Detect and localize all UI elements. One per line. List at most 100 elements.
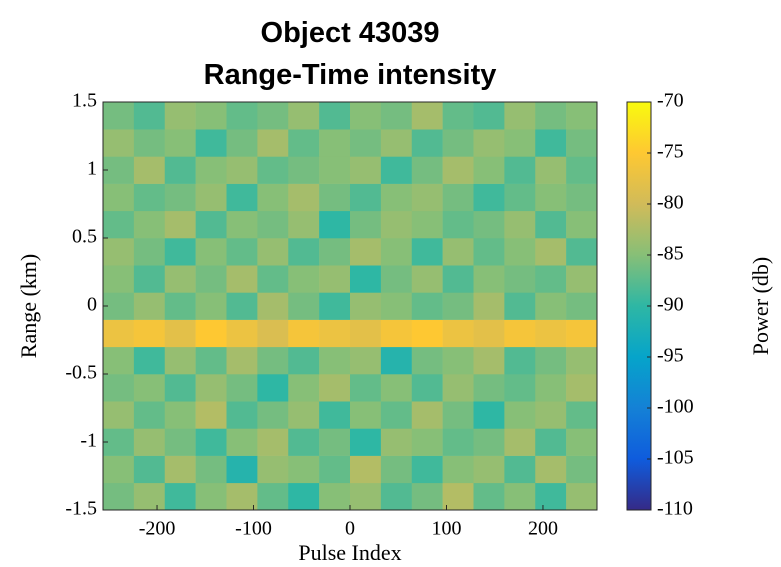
heatmap-cell bbox=[133, 455, 166, 484]
heatmap-cell bbox=[133, 129, 166, 157]
heatmap-cell bbox=[535, 156, 567, 184]
heatmap-cell bbox=[504, 401, 536, 429]
heatmap-cell bbox=[164, 183, 196, 212]
heatmap-cell bbox=[566, 374, 598, 402]
heatmap-cell bbox=[350, 428, 382, 456]
heatmap-cell bbox=[473, 156, 505, 184]
heatmap-cell bbox=[411, 238, 443, 266]
heatmap-cell bbox=[319, 482, 351, 511]
heatmap-cell bbox=[288, 292, 320, 320]
heatmap-cell bbox=[133, 156, 166, 184]
heatmap-cell bbox=[411, 210, 443, 239]
heatmap-cell bbox=[504, 319, 536, 348]
heatmap-cell bbox=[288, 156, 320, 184]
chart-title: Range-Time intensity bbox=[204, 59, 497, 91]
heatmap-cell bbox=[473, 374, 505, 402]
heatmap-cell bbox=[566, 401, 598, 429]
heatmap-cell bbox=[411, 401, 443, 429]
heatmap-cell bbox=[195, 102, 227, 130]
heatmap-cell bbox=[103, 210, 135, 239]
heatmap-cell bbox=[288, 265, 320, 293]
heatmap-cell bbox=[380, 482, 413, 511]
heatmap-cell bbox=[164, 455, 196, 484]
heatmap-cell bbox=[411, 156, 443, 184]
heatmap-cell bbox=[164, 374, 196, 402]
heatmap-cell bbox=[133, 401, 166, 429]
heatmap-cell bbox=[257, 183, 289, 212]
heatmap-cell bbox=[535, 183, 567, 212]
heatmap-cell bbox=[288, 319, 320, 348]
heatmap-cell bbox=[442, 401, 474, 429]
heatmap-cell bbox=[226, 455, 258, 484]
heatmap-cell bbox=[257, 482, 289, 511]
heatmap-cell bbox=[566, 428, 598, 456]
heatmap-cell bbox=[504, 156, 536, 184]
heatmap-cell bbox=[288, 455, 320, 484]
heatmap-cell bbox=[133, 102, 166, 130]
heatmap-cell bbox=[319, 129, 351, 157]
heatmap-cell bbox=[195, 129, 227, 157]
heatmap-cell bbox=[473, 102, 505, 130]
heatmap-cell bbox=[442, 292, 474, 320]
heatmap-cell bbox=[566, 482, 598, 511]
heatmap-cell bbox=[103, 346, 135, 375]
heatmap-cell bbox=[473, 292, 505, 320]
heatmap-cell bbox=[319, 319, 351, 348]
heatmap-cell bbox=[504, 455, 536, 484]
heatmap-cell bbox=[566, 156, 598, 184]
heatmap-cell bbox=[473, 428, 505, 456]
heatmap-cell bbox=[442, 482, 474, 511]
heatmap-cell bbox=[380, 455, 413, 484]
heatmap-cell bbox=[164, 129, 196, 157]
heatmap-cell bbox=[535, 210, 567, 239]
colorbar-tick-label: -110 bbox=[657, 498, 693, 520]
heatmap-cell bbox=[164, 401, 196, 429]
heatmap-cell bbox=[350, 156, 382, 184]
heatmap-cell bbox=[473, 482, 505, 511]
heatmap-cell bbox=[350, 374, 382, 402]
heatmap-cell bbox=[504, 183, 536, 212]
heatmap-cell bbox=[319, 428, 351, 456]
heatmap-cell bbox=[226, 428, 258, 456]
heatmap-cell bbox=[535, 482, 567, 511]
heatmap-cell bbox=[133, 265, 166, 293]
heatmap-cell bbox=[473, 210, 505, 239]
heatmap-cell bbox=[288, 210, 320, 239]
heatmap-cell bbox=[133, 210, 166, 239]
heatmap-cell bbox=[473, 238, 505, 266]
heatmap-cell bbox=[226, 401, 258, 429]
heatmap-cell bbox=[380, 374, 413, 402]
heatmap-cell bbox=[411, 346, 443, 375]
heatmap-cell bbox=[442, 102, 474, 130]
heatmap-cell bbox=[535, 102, 567, 130]
heatmap-cell bbox=[133, 319, 166, 348]
heatmap-cell bbox=[350, 265, 382, 293]
colorbar-tick-label: -85 bbox=[657, 243, 684, 265]
heatmap-cell bbox=[226, 102, 258, 130]
heatmap-cell bbox=[473, 455, 505, 484]
heatmap-cell bbox=[473, 129, 505, 157]
heatmap-cell bbox=[164, 428, 196, 456]
heatmap-cell bbox=[195, 455, 227, 484]
heatmap-cell bbox=[164, 265, 196, 293]
heatmap-cell bbox=[350, 482, 382, 511]
heatmap-cell bbox=[350, 238, 382, 266]
heatmap-cell bbox=[164, 319, 196, 348]
x-tick-label: 0 bbox=[345, 518, 355, 540]
heatmap-cell bbox=[504, 482, 536, 511]
heatmap-cell bbox=[442, 346, 474, 375]
heatmap-cell bbox=[226, 374, 258, 402]
heatmap-cell bbox=[288, 183, 320, 212]
heatmap-cell bbox=[195, 210, 227, 239]
heatmap-cell bbox=[566, 319, 598, 348]
heatmap-cell bbox=[504, 238, 536, 266]
heatmap-cell bbox=[380, 183, 413, 212]
heatmap-cell bbox=[257, 238, 289, 266]
heatmap-cell bbox=[535, 319, 567, 348]
heatmap-cell bbox=[103, 102, 135, 130]
heatmap-cell bbox=[319, 102, 351, 130]
heatmap-cell bbox=[411, 129, 443, 157]
heatmap-cell bbox=[411, 265, 443, 293]
heatmap-cell bbox=[442, 265, 474, 293]
heatmap-cell bbox=[442, 428, 474, 456]
